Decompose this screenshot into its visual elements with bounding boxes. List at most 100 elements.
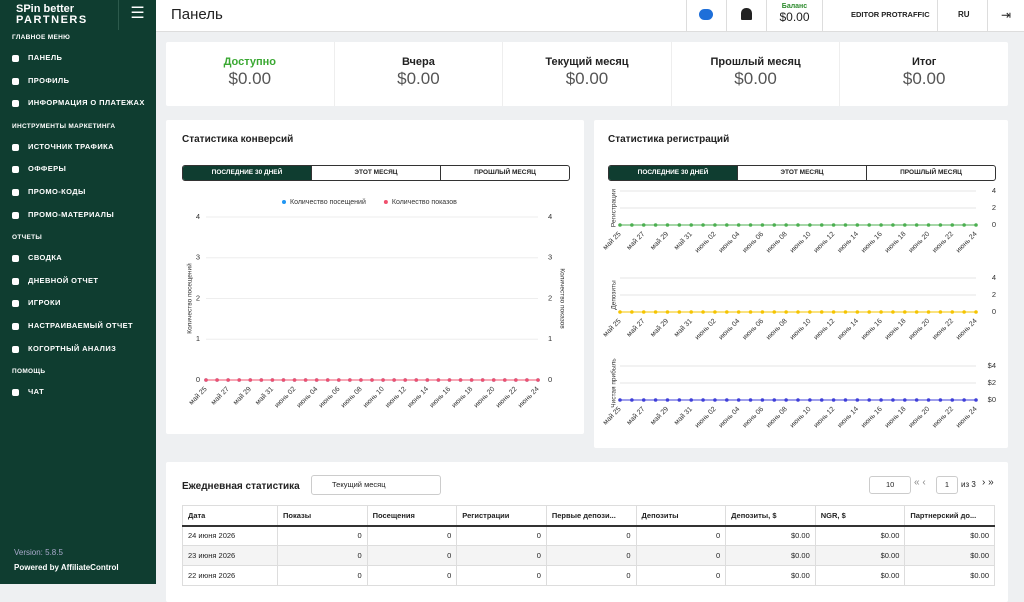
point xyxy=(303,378,308,382)
x-tick-label: июнь 04 xyxy=(718,231,742,255)
language[interactable]: RU xyxy=(937,0,987,32)
tab[interactable]: ПОСЛЕДНИЕ 30 ДНЕЙ xyxy=(183,166,311,180)
menu-item[interactable]: ИСТОЧНИК ТРАФИКА xyxy=(0,136,156,159)
point xyxy=(879,310,883,314)
page-input[interactable]: 1 xyxy=(936,476,958,494)
point xyxy=(784,398,788,402)
chat-button[interactable] xyxy=(686,0,726,32)
x-tick-label: июнь 04 xyxy=(296,386,320,410)
menu-item[interactable]: СВОДКА xyxy=(0,247,156,270)
point xyxy=(725,398,729,402)
tab[interactable]: ПРОШЛЫЙ МЕСЯЦ xyxy=(866,166,995,180)
menu-item[interactable]: ДНЕВНОЙ ОТЧЕТ xyxy=(0,270,156,293)
y-tick-label: 4 xyxy=(992,273,996,282)
point xyxy=(950,398,955,402)
menu-toggle[interactable]: ☰ xyxy=(118,0,156,30)
table-cell: $0.00 xyxy=(814,565,906,586)
point xyxy=(226,378,230,382)
point xyxy=(630,398,634,402)
menu-item[interactable]: ПРОМО-МАТЕРИАЛЫ xyxy=(0,204,156,227)
period-select[interactable]: Текущий месяц xyxy=(311,475,441,495)
x-tick-label: июнь 14 xyxy=(836,406,860,430)
point xyxy=(831,223,836,227)
summary-value: $0.00 xyxy=(902,69,946,88)
x-tick-label: июнь 20 xyxy=(908,318,932,342)
point xyxy=(689,310,693,314)
y-tick-label: 4 xyxy=(992,186,996,195)
menu-item[interactable]: ПАНЕЛЬ xyxy=(0,47,156,70)
logout[interactable]: ⇥ xyxy=(987,0,1024,32)
tab[interactable]: ЭТОТ МЕСЯЦ xyxy=(311,166,440,180)
tab[interactable]: ПРОШЛЫЙ МЕСЯЦ xyxy=(440,166,569,180)
point xyxy=(348,378,352,382)
point xyxy=(458,378,463,382)
logo[interactable]: SPin better PARTNERS xyxy=(16,4,88,26)
y-tick-label: 2 xyxy=(196,293,200,302)
summary-label: Итог xyxy=(911,56,937,68)
menu-item[interactable]: ПРОФИЛЬ xyxy=(0,70,156,93)
y2-tick-label: 3 xyxy=(548,253,552,262)
point xyxy=(677,223,682,227)
point xyxy=(962,310,966,314)
point xyxy=(701,310,705,314)
menu-item[interactable]: ИГРОКИ xyxy=(0,292,156,315)
tab[interactable]: ПОСЛЕДНИЕ 30 ДНЕЙ xyxy=(609,166,737,180)
x-tick-label: июнь 22 xyxy=(931,318,955,342)
point xyxy=(713,223,717,227)
y-axis-label: Регистрации xyxy=(611,189,618,227)
logo-top: SPin better xyxy=(16,3,75,15)
summary-label: Вчера xyxy=(401,56,435,68)
x-tick-label: июнь 10 xyxy=(789,406,813,430)
point xyxy=(938,398,943,402)
column-header: Партнерский до... xyxy=(904,505,995,527)
prev[interactable]: « ‹ xyxy=(914,477,926,488)
page-size[interactable]: 10 xyxy=(869,476,911,494)
next[interactable]: › » xyxy=(982,477,994,488)
point xyxy=(843,223,848,227)
table-cell: 0 xyxy=(635,545,727,566)
menu-item[interactable]: КОГОРТНЫЙ АНАЛИЗ xyxy=(0,338,156,361)
notifications[interactable] xyxy=(726,0,766,32)
point xyxy=(748,223,753,227)
point xyxy=(514,378,518,382)
menu-item[interactable]: ИНФОРМАЦИЯ О ПЛАТЕЖАХ xyxy=(0,92,156,115)
y-axis-label: Количество посещений xyxy=(186,263,194,334)
table-cell: 0 xyxy=(277,545,368,566)
point xyxy=(725,310,729,314)
x-tick-label: июнь 22 xyxy=(931,406,955,430)
summary-item: Доступно $0.00 xyxy=(166,42,334,106)
menu-icon xyxy=(12,389,19,397)
point xyxy=(772,398,777,402)
table-cell: $0.00 xyxy=(904,545,995,566)
point xyxy=(926,398,931,402)
y-tick-label: 2 xyxy=(992,203,996,212)
conversion-chart: 0 1 2 3 4 0 1 2 3 4 Количество посещений Количество… xyxy=(186,198,566,410)
point xyxy=(974,310,978,314)
menu-item[interactable]: ОФФЕРЫ xyxy=(0,158,156,181)
tab[interactable]: ЭТОТ МЕСЯЦ xyxy=(737,166,866,180)
x-tick-label: июнь 16 xyxy=(860,406,884,430)
point xyxy=(237,378,241,382)
point xyxy=(436,378,441,382)
menu-item[interactable]: ЧАТ xyxy=(0,381,156,404)
sidebar: SPin better PARTNERS ☰ ГЛАВНОЕ МЕНЮ ПАНЕЛЬ… xyxy=(0,0,156,584)
x-tick-label: июнь 20 xyxy=(473,386,497,410)
menu-icon xyxy=(12,77,19,85)
summary-item: Текущий месяц $0.00 xyxy=(502,42,671,106)
x-tick-label: май 25 xyxy=(601,317,623,339)
x-tick-label: май 29 xyxy=(232,385,254,407)
powered: Powered by AffiliateControl xyxy=(14,563,119,572)
x-tick-label: июнь 06 xyxy=(318,386,342,410)
point xyxy=(392,378,396,382)
point xyxy=(713,310,717,314)
menu-item[interactable]: НАСТРАИВАЕМЫЙ ОТЧЕТ xyxy=(0,315,156,338)
table-row: 22 июня 2026 0 0 0 0 0 $0.00 $0.00 $0.00 xyxy=(182,565,995,586)
table-row: 24 июня 2026 0 0 0 0 0 $0.00 $0.00 $0.00 xyxy=(182,525,995,546)
menu-item[interactable]: ПРОМО-КОДЫ xyxy=(0,181,156,204)
point xyxy=(926,310,931,314)
column-header[interactable]: Дата xyxy=(182,505,278,527)
x-tick-label: июнь 08 xyxy=(765,231,789,255)
point xyxy=(760,310,765,314)
user-menu[interactable]: EDITOR PROTRAFFIC xyxy=(822,0,937,32)
